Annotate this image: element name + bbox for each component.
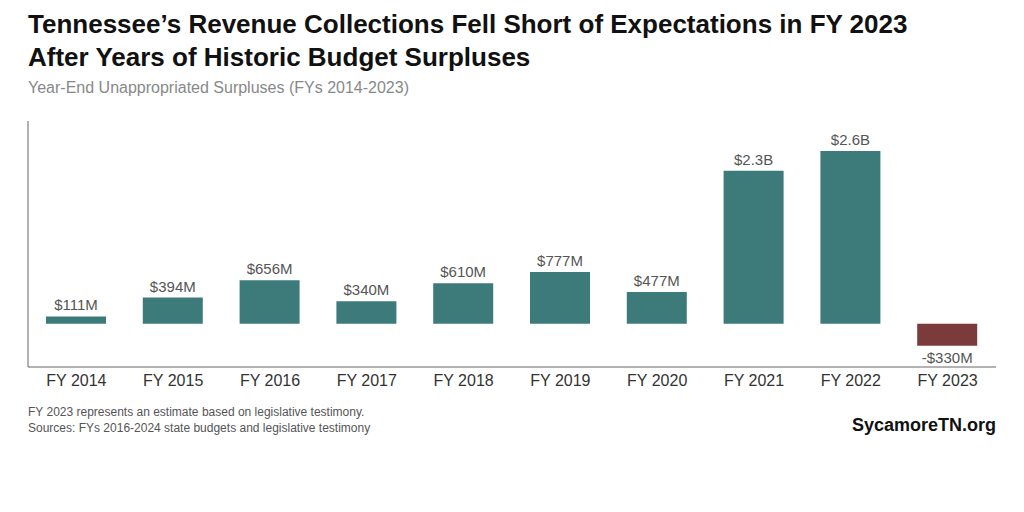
svg-text:FY 2015: FY 2015 bbox=[143, 372, 203, 389]
svg-text:FY 2022: FY 2022 bbox=[821, 372, 881, 389]
svg-text:FY 2017: FY 2017 bbox=[337, 372, 397, 389]
svg-text:FY 2014: FY 2014 bbox=[46, 372, 106, 389]
svg-text:FY 2021: FY 2021 bbox=[724, 372, 784, 389]
svg-text:$394M: $394M bbox=[150, 278, 196, 295]
svg-text:$2.3B: $2.3B bbox=[734, 151, 773, 168]
svg-text:-$330M: -$330M bbox=[922, 349, 973, 366]
html-text:Year-End Unappropriated Surplu: Year-End Unappropriated Surpluses (FYs 2… bbox=[28, 79, 409, 96]
html-text:SycamoreTN.org: SycamoreTN.org bbox=[852, 415, 996, 436]
svg-text:FY 2016: FY 2016 bbox=[240, 372, 300, 389]
svg-text:$777M: $777M bbox=[537, 252, 583, 269]
html-text:Tennessee’s Revenue Collection: Tennessee’s Revenue Collections Fell Sho… bbox=[28, 9, 908, 72]
svg-text:FY 2020: FY 2020 bbox=[627, 372, 687, 389]
svg-text:FY 2018: FY 2018 bbox=[433, 372, 493, 389]
svg-text:FY 2019: FY 2019 bbox=[530, 372, 590, 389]
html-text:FY 2023 represents an estimate: FY 2023 represents an estimate based on … bbox=[28, 405, 371, 435]
svg-text:$610M: $610M bbox=[440, 263, 486, 280]
svg-text:$340M: $340M bbox=[343, 281, 389, 298]
svg-text:$111M: $111M bbox=[54, 296, 98, 313]
svg-text:$2.6B: $2.6B bbox=[831, 131, 870, 148]
svg-text:$477M: $477M bbox=[634, 272, 680, 289]
svg-text:$656M: $656M bbox=[247, 260, 293, 277]
svg-text:FY 2023: FY 2023 bbox=[917, 372, 977, 389]
